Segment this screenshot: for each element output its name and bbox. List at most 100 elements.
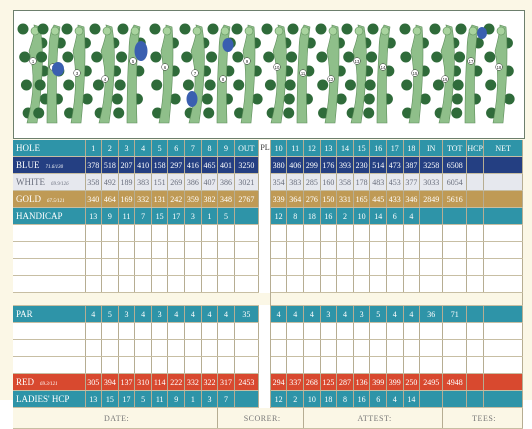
- score-entry-cell[interactable]: [386, 241, 404, 259]
- score-entry-cell[interactable]: [118, 339, 136, 357]
- score-entry-cell[interactable]: [369, 224, 387, 242]
- score-entry-cell[interactable]: [234, 275, 259, 293]
- score-entry-cell[interactable]: [167, 356, 186, 374]
- score-entry-cell[interactable]: [184, 241, 202, 259]
- score-entry-cell[interactable]: [386, 275, 404, 293]
- score-entry-cell[interactable]: [353, 258, 371, 276]
- score-entry-cell[interactable]: [419, 241, 444, 259]
- score-entry-cell[interactable]: [270, 275, 288, 293]
- score-entry-cell[interactable]: [270, 224, 288, 242]
- score-entry-cell[interactable]: [167, 224, 186, 242]
- score-entry-cell[interactable]: [403, 224, 421, 242]
- score-entry-cell[interactable]: [270, 258, 288, 276]
- score-entry-cell[interactable]: [201, 241, 219, 259]
- score-entry-cell[interactable]: [369, 339, 387, 357]
- score-entry-cell[interactable]: [217, 322, 235, 340]
- score-entry-cell[interactable]: [369, 322, 387, 340]
- score-entry-cell[interactable]: [134, 275, 152, 293]
- score-entry-cell[interactable]: [101, 275, 119, 293]
- score-entry-cell[interactable]: [483, 322, 523, 340]
- score-entry-cell[interactable]: [201, 275, 219, 293]
- score-entry-cell[interactable]: [201, 258, 219, 276]
- score-entry-cell[interactable]: [369, 356, 387, 374]
- score-entry-cell[interactable]: [483, 258, 523, 276]
- score-entry-cell[interactable]: [85, 258, 103, 276]
- score-entry-cell[interactable]: [118, 258, 136, 276]
- score-entry-cell[interactable]: [151, 224, 169, 242]
- score-entry-cell[interactable]: [386, 322, 404, 340]
- score-entry-cell[interactable]: [369, 258, 387, 276]
- score-entry-cell[interactable]: [386, 339, 404, 357]
- scorer-field[interactable]: SCORER:: [217, 407, 305, 429]
- score-entry-cell[interactable]: [184, 224, 202, 242]
- score-entry-cell[interactable]: [353, 339, 371, 357]
- score-entry-cell[interactable]: [336, 356, 354, 374]
- score-entry-cell[interactable]: [270, 322, 288, 340]
- score-entry-cell[interactable]: [483, 339, 523, 357]
- score-entry-cell[interactable]: [101, 224, 119, 242]
- score-entry-cell[interactable]: [167, 241, 186, 259]
- score-entry-cell[interactable]: [13, 356, 86, 374]
- score-entry-cell[interactable]: [234, 339, 259, 357]
- score-entry-cell[interactable]: [234, 241, 259, 259]
- handicap-cell[interactable]: [483, 207, 523, 225]
- score-entry-cell[interactable]: [184, 275, 202, 293]
- score-entry-cell[interactable]: [118, 275, 136, 293]
- score-entry-cell[interactable]: [201, 339, 219, 357]
- score-entry-cell[interactable]: [217, 258, 235, 276]
- score-entry-cell[interactable]: [270, 241, 288, 259]
- score-entry-cell[interactable]: [386, 356, 404, 374]
- score-entry-cell[interactable]: [85, 275, 103, 293]
- gold-cell[interactable]: [466, 190, 485, 208]
- score-entry-cell[interactable]: [101, 258, 119, 276]
- white-cell[interactable]: [466, 173, 485, 191]
- score-entry-cell[interactable]: [184, 322, 202, 340]
- score-entry-cell[interactable]: [336, 224, 354, 242]
- score-entry-cell[interactable]: [336, 322, 354, 340]
- score-entry-cell[interactable]: [353, 275, 371, 293]
- tees-field[interactable]: TEES:: [442, 407, 523, 429]
- score-entry-cell[interactable]: [286, 224, 305, 242]
- score-entry-cell[interactable]: [151, 339, 169, 357]
- ladies-cell[interactable]: [466, 390, 485, 408]
- score-entry-cell[interactable]: [217, 356, 235, 374]
- score-entry-cell[interactable]: [201, 224, 219, 242]
- score-entry-cell[interactable]: [320, 356, 338, 374]
- score-entry-cell[interactable]: [151, 258, 169, 276]
- score-entry-cell[interactable]: [320, 241, 338, 259]
- score-entry-cell[interactable]: [386, 258, 404, 276]
- ladies-cell[interactable]: [483, 390, 523, 408]
- score-entry-cell[interactable]: [286, 258, 305, 276]
- score-entry-cell[interactable]: [286, 275, 305, 293]
- score-entry-cell[interactable]: [320, 258, 338, 276]
- score-entry-cell[interactable]: [466, 275, 485, 293]
- score-entry-cell[interactable]: [336, 275, 354, 293]
- score-entry-cell[interactable]: [303, 241, 321, 259]
- score-entry-cell[interactable]: [483, 356, 523, 374]
- score-entry-cell[interactable]: [85, 339, 103, 357]
- par-cell[interactable]: [466, 305, 485, 323]
- score-entry-cell[interactable]: [134, 339, 152, 357]
- score-entry-cell[interactable]: [403, 339, 421, 357]
- score-entry-cell[interactable]: [101, 322, 119, 340]
- score-entry-cell[interactable]: [336, 258, 354, 276]
- score-entry-cell[interactable]: [403, 241, 421, 259]
- score-entry-cell[interactable]: [85, 356, 103, 374]
- score-entry-cell[interactable]: [286, 241, 305, 259]
- score-entry-cell[interactable]: [303, 339, 321, 357]
- score-entry-cell[interactable]: [13, 275, 86, 293]
- score-entry-cell[interactable]: [483, 241, 523, 259]
- score-entry-cell[interactable]: [320, 275, 338, 293]
- red-cell[interactable]: [483, 373, 523, 391]
- score-entry-cell[interactable]: [286, 339, 305, 357]
- score-entry-cell[interactable]: [442, 258, 468, 276]
- score-entry-cell[interactable]: [184, 339, 202, 357]
- score-entry-cell[interactable]: [134, 224, 152, 242]
- score-entry-cell[interactable]: [320, 339, 338, 357]
- score-entry-cell[interactable]: [369, 275, 387, 293]
- score-entry-cell[interactable]: [353, 224, 371, 242]
- score-entry-cell[interactable]: [419, 258, 444, 276]
- score-entry-cell[interactable]: [134, 356, 152, 374]
- score-entry-cell[interactable]: [184, 356, 202, 374]
- score-entry-cell[interactable]: [101, 241, 119, 259]
